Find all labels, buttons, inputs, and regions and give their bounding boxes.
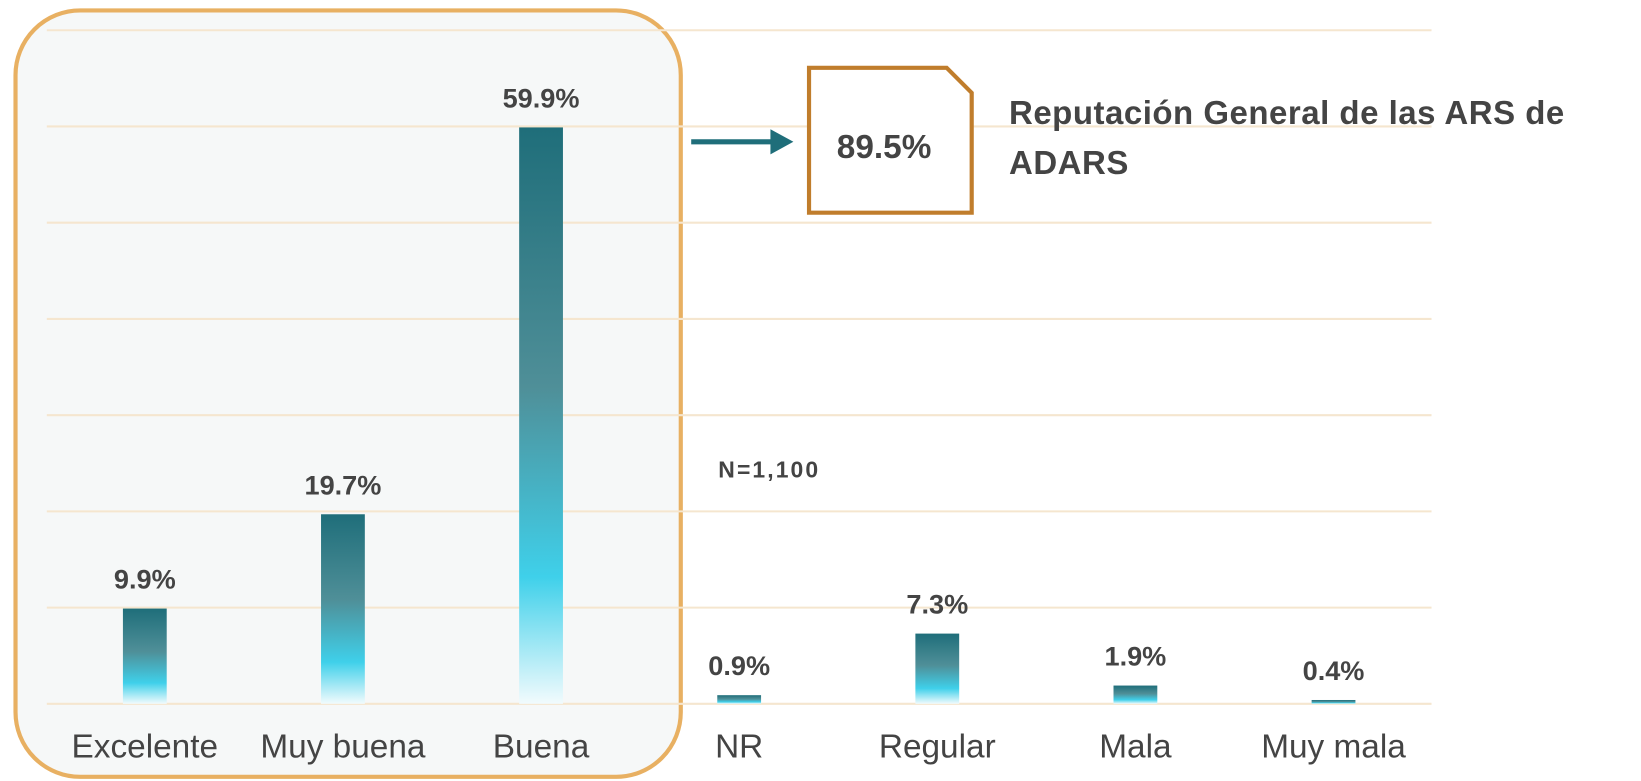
x-tick-label: Muy mala	[1261, 728, 1406, 765]
x-tick-label: Excelente	[72, 728, 219, 765]
bar	[717, 695, 762, 704]
sample-size: N=1,100	[718, 456, 820, 482]
x-tick-label: Mala	[1099, 728, 1172, 765]
value-label: 1.9%	[1105, 641, 1167, 672]
value-label: 9.9%	[114, 564, 176, 595]
callout-box	[806, 65, 974, 215]
x-tick-label: Regular	[879, 728, 996, 765]
bar	[915, 633, 960, 704]
chart-title: Reputación General de las ARS de ADARS	[1009, 94, 1565, 181]
bar	[519, 127, 563, 704]
highlight-frame	[13, 8, 683, 779]
callout-value: 89.5%	[837, 129, 932, 166]
value-label: 7.3%	[906, 589, 968, 620]
x-tick-label: Muy buena	[260, 728, 426, 765]
value-label: 0.4%	[1303, 655, 1365, 686]
x-tick-label: Buena	[493, 728, 590, 765]
bar	[1311, 699, 1356, 704]
value-label: 19.7%	[304, 469, 381, 500]
x-tick-label: NR	[715, 728, 763, 765]
arrow-head	[770, 129, 794, 155]
bar	[321, 514, 365, 704]
value-label: 59.9%	[503, 82, 580, 113]
value-label: 0.9%	[708, 650, 770, 681]
bar	[122, 608, 167, 704]
bar	[1113, 685, 1158, 704]
